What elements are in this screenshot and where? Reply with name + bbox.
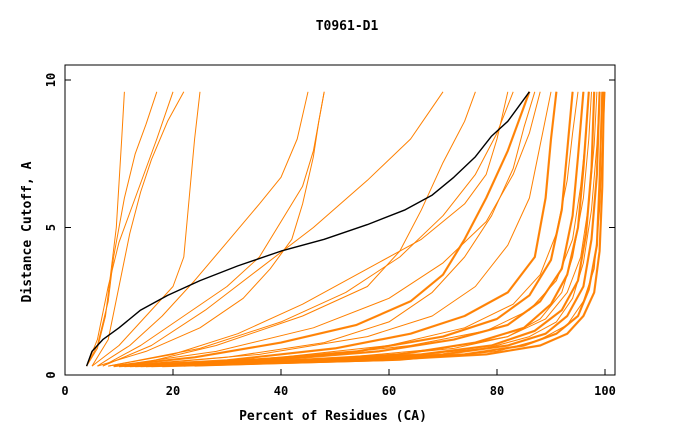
x-tick-label: 40	[274, 384, 288, 398]
x-tick-label: 0	[61, 384, 68, 398]
ticks-layer: 0 20 40 60 80 100 0 5 10	[44, 73, 616, 398]
model-band-line-4	[129, 91, 585, 368]
x-axis-label: Percent of Residues (CA)	[239, 409, 427, 424]
model-series-line-6	[97, 91, 309, 367]
model-series-line-21	[118, 91, 552, 367]
model-series-line-4	[91, 91, 185, 367]
highlight-series-line	[85, 91, 530, 367]
model-series-line-28	[140, 91, 579, 367]
model-series-line-29	[156, 91, 590, 367]
model-band-line-3	[124, 91, 574, 368]
model-series-line-9	[108, 91, 509, 367]
y-tick-label: 10	[44, 73, 58, 87]
model-series-line-14	[135, 91, 590, 367]
model-series-line-18	[162, 91, 605, 367]
model-series-line-23	[129, 91, 476, 367]
model-series-line-30	[167, 91, 598, 367]
model-series-line-11	[118, 91, 557, 367]
model-band-line-6	[140, 91, 596, 368]
y-axis-label: Distance Cutoff, A	[20, 161, 35, 302]
model-series-line-7	[97, 91, 325, 367]
x-tick-label: 60	[382, 384, 396, 398]
model-series-line-26	[183, 91, 601, 367]
model-band-line-2	[118, 91, 558, 368]
x-tick-label: 100	[594, 384, 616, 398]
x-tick-label: 20	[166, 384, 180, 398]
model-series-line-22	[102, 91, 325, 367]
model-series-line-20	[113, 91, 541, 367]
model-series-line-24	[124, 91, 536, 367]
model-band-line-7	[145, 91, 601, 368]
model-series-line-2	[86, 91, 158, 367]
y-tick-label: 0	[44, 371, 58, 378]
model-band-line-8	[151, 91, 604, 368]
model-series-line-3	[86, 91, 174, 367]
model-series-line-19	[108, 91, 514, 367]
model-series-line-5	[91, 91, 201, 367]
model-series-line-17	[151, 91, 603, 367]
model-series-line-8	[102, 91, 444, 367]
model-band-line-1	[113, 91, 531, 368]
chart-title: T0961-D1	[316, 19, 379, 34]
model-band-line-9	[162, 91, 605, 368]
y-tick-label: 5	[44, 224, 58, 231]
model-band-line-5	[135, 91, 590, 368]
plot-frame	[64, 64, 616, 376]
series-layer	[85, 91, 606, 368]
x-tick-label: 80	[490, 384, 504, 398]
